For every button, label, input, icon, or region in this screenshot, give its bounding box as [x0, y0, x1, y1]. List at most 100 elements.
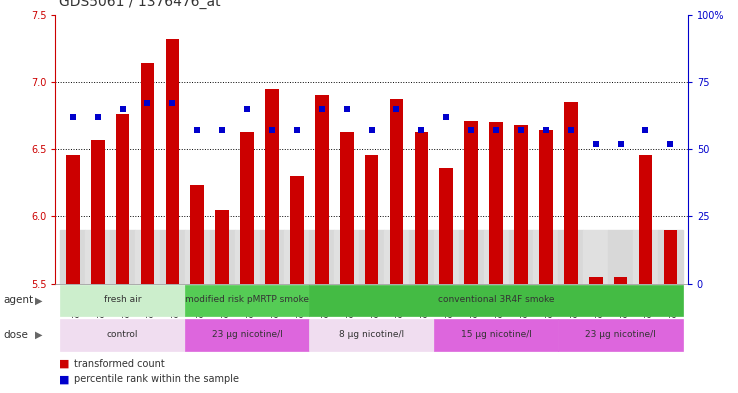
- Point: [615, 141, 627, 147]
- Point: [117, 106, 128, 112]
- Point: [167, 100, 179, 107]
- Bar: [633, 230, 658, 284]
- Text: fresh air: fresh air: [104, 295, 142, 304]
- Bar: [61, 230, 85, 284]
- Text: ■: ■: [59, 374, 69, 384]
- Bar: [508, 230, 534, 284]
- Bar: [489, 122, 503, 284]
- Bar: [309, 320, 434, 351]
- Bar: [309, 285, 683, 316]
- Bar: [116, 114, 129, 284]
- Bar: [434, 320, 559, 351]
- Bar: [184, 285, 309, 316]
- Text: percentile rank within the sample: percentile rank within the sample: [74, 374, 239, 384]
- Point: [490, 127, 502, 134]
- Bar: [589, 277, 602, 284]
- Bar: [483, 230, 508, 284]
- Bar: [260, 230, 284, 284]
- Bar: [290, 176, 304, 284]
- Bar: [210, 230, 235, 284]
- Bar: [514, 125, 528, 284]
- Bar: [608, 230, 633, 284]
- Text: GDS5061 / 1376476_at: GDS5061 / 1376476_at: [59, 0, 221, 9]
- Bar: [464, 121, 478, 284]
- Bar: [559, 320, 683, 351]
- Bar: [663, 230, 677, 284]
- Bar: [165, 39, 179, 284]
- Bar: [241, 132, 254, 284]
- Point: [291, 127, 303, 134]
- Text: agent: agent: [4, 296, 34, 305]
- Text: modified risk pMRTP smoke: modified risk pMRTP smoke: [185, 295, 309, 304]
- Bar: [135, 230, 160, 284]
- Text: ▶: ▶: [35, 296, 42, 305]
- Bar: [365, 154, 379, 284]
- Bar: [284, 230, 309, 284]
- Bar: [110, 230, 135, 284]
- Bar: [459, 230, 483, 284]
- Text: conventional 3R4F smoke: conventional 3R4F smoke: [438, 295, 554, 304]
- Point: [316, 106, 328, 112]
- Bar: [61, 285, 184, 316]
- Text: 23 μg nicotine/l: 23 μg nicotine/l: [212, 330, 283, 339]
- Point: [241, 106, 253, 112]
- Bar: [359, 230, 384, 284]
- Bar: [61, 320, 184, 351]
- Bar: [564, 102, 578, 284]
- Bar: [583, 230, 608, 284]
- Bar: [91, 140, 105, 284]
- Bar: [184, 320, 309, 351]
- Bar: [434, 230, 459, 284]
- Bar: [339, 132, 354, 284]
- Bar: [390, 99, 404, 284]
- Bar: [190, 185, 204, 284]
- Text: transformed count: transformed count: [74, 358, 165, 369]
- Point: [515, 127, 527, 134]
- Point: [415, 127, 427, 134]
- Bar: [384, 230, 409, 284]
- Point: [390, 106, 402, 112]
- Bar: [559, 230, 583, 284]
- Bar: [334, 230, 359, 284]
- Bar: [184, 230, 210, 284]
- Bar: [265, 88, 279, 284]
- Bar: [638, 154, 652, 284]
- Point: [640, 127, 652, 134]
- Text: ■: ■: [59, 358, 69, 369]
- Bar: [409, 230, 434, 284]
- Point: [142, 100, 154, 107]
- Point: [67, 114, 79, 120]
- Point: [465, 127, 477, 134]
- Bar: [141, 63, 154, 284]
- Bar: [439, 168, 453, 284]
- Bar: [235, 230, 260, 284]
- Point: [191, 127, 203, 134]
- Bar: [66, 154, 80, 284]
- Bar: [658, 230, 683, 284]
- Text: 23 μg nicotine/l: 23 μg nicotine/l: [585, 330, 656, 339]
- Bar: [215, 210, 229, 284]
- Text: control: control: [107, 330, 138, 339]
- Point: [266, 127, 278, 134]
- Bar: [415, 132, 428, 284]
- Point: [441, 114, 452, 120]
- Text: ▶: ▶: [35, 330, 42, 340]
- Point: [565, 127, 576, 134]
- Point: [216, 127, 228, 134]
- Text: 8 μg nicotine/l: 8 μg nicotine/l: [339, 330, 404, 339]
- Point: [92, 114, 103, 120]
- Text: dose: dose: [4, 330, 29, 340]
- Text: 15 μg nicotine/l: 15 μg nicotine/l: [461, 330, 531, 339]
- Bar: [534, 230, 559, 284]
- Bar: [315, 95, 328, 284]
- Bar: [614, 277, 627, 284]
- Bar: [309, 230, 334, 284]
- Point: [365, 127, 377, 134]
- Bar: [539, 130, 553, 284]
- Point: [590, 141, 601, 147]
- Bar: [85, 230, 110, 284]
- Point: [341, 106, 353, 112]
- Point: [540, 127, 552, 134]
- Bar: [160, 230, 184, 284]
- Point: [664, 141, 676, 147]
